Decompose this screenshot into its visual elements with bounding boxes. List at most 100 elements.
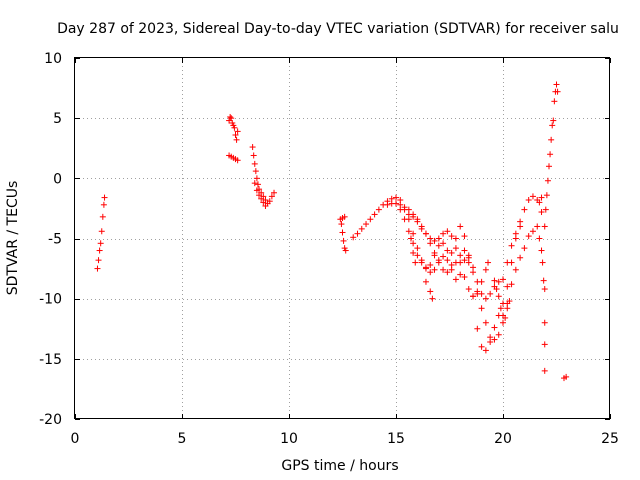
data-point — [401, 216, 408, 223]
data-point — [418, 223, 425, 230]
data-point — [538, 247, 545, 254]
data-point — [435, 259, 442, 266]
data-point — [448, 249, 455, 256]
data-point — [431, 266, 438, 273]
data-point — [422, 278, 429, 285]
data-point — [478, 290, 485, 297]
data-point — [504, 305, 511, 312]
data-point — [548, 136, 555, 143]
data-point — [410, 230, 417, 237]
data-point — [440, 230, 447, 237]
data-point — [427, 240, 434, 247]
data-point — [497, 305, 504, 312]
data-point — [549, 122, 556, 129]
data-point — [553, 81, 560, 88]
data-point — [384, 201, 391, 208]
data-point — [100, 201, 107, 208]
data-point — [491, 336, 498, 343]
data-point — [251, 180, 258, 187]
data-point — [234, 157, 241, 164]
data-point — [470, 264, 477, 271]
data-point — [234, 128, 241, 135]
data-point — [457, 271, 464, 278]
data-point — [341, 213, 348, 220]
data-point — [541, 341, 548, 348]
data-point — [252, 168, 259, 175]
data-point — [452, 276, 459, 283]
data-point — [266, 198, 273, 205]
data-point — [493, 286, 500, 293]
data-point — [495, 278, 502, 285]
data-point — [550, 117, 557, 124]
data-points — [94, 81, 570, 382]
data-point — [461, 274, 468, 281]
data-point — [258, 195, 265, 202]
data-point — [340, 237, 347, 244]
data-point — [251, 160, 258, 167]
data-point — [444, 269, 451, 276]
data-point — [260, 199, 267, 206]
data-point — [521, 206, 528, 213]
data-point — [485, 259, 492, 266]
data-point — [250, 152, 257, 159]
data-point — [541, 367, 548, 374]
data-point — [538, 209, 545, 216]
data-point — [98, 228, 105, 235]
data-point — [542, 206, 549, 213]
data-point — [414, 252, 421, 259]
data-point — [422, 264, 429, 271]
data-point — [393, 194, 399, 201]
data-point — [96, 247, 103, 254]
grid-lines — [75, 58, 610, 419]
y-tick-label: 0 — [53, 171, 62, 187]
data-point — [444, 228, 451, 235]
data-point — [405, 206, 412, 213]
data-point — [525, 233, 532, 240]
data-point — [262, 203, 269, 210]
data-point — [431, 249, 438, 256]
data-point — [254, 181, 261, 188]
data-point — [418, 259, 425, 266]
data-point — [231, 124, 238, 131]
data-point — [544, 177, 551, 184]
data-point — [440, 253, 447, 260]
data-point — [444, 257, 451, 264]
x-tick-label: 20 — [494, 431, 512, 447]
data-point — [541, 286, 548, 293]
data-point — [482, 295, 489, 302]
data-point — [448, 266, 455, 273]
data-point — [228, 115, 235, 122]
data-point — [422, 230, 429, 237]
data-point — [500, 276, 506, 283]
data-point — [414, 216, 421, 223]
data-point — [461, 233, 468, 240]
data-point — [457, 252, 464, 259]
data-point — [539, 259, 546, 266]
data-point — [452, 235, 459, 242]
plot-frame — [74, 57, 610, 419]
data-point — [427, 269, 434, 276]
data-point — [478, 305, 485, 312]
data-point — [429, 295, 436, 302]
data-point — [435, 242, 442, 249]
data-point — [521, 245, 528, 252]
axis-ticks — [75, 58, 611, 420]
y-axis-label: SDTVAR / TECUs — [5, 181, 21, 296]
data-point — [525, 196, 532, 203]
data-point — [478, 343, 485, 350]
data-point — [253, 187, 260, 194]
data-point — [414, 245, 421, 252]
data-point — [440, 266, 447, 273]
data-point — [540, 277, 547, 284]
data-point — [508, 281, 515, 288]
x-axis-label: GPS time / hours — [281, 458, 398, 474]
y-tick-labels: -20 -15 -10 -5 0 5 10 — [39, 51, 62, 428]
y-tick-label: -5 — [48, 232, 62, 248]
data-point — [350, 234, 357, 241]
data-point — [367, 216, 374, 223]
data-point — [495, 293, 502, 300]
y-tick-label: -20 — [39, 412, 62, 428]
data-point — [354, 230, 361, 237]
data-point — [541, 223, 548, 230]
